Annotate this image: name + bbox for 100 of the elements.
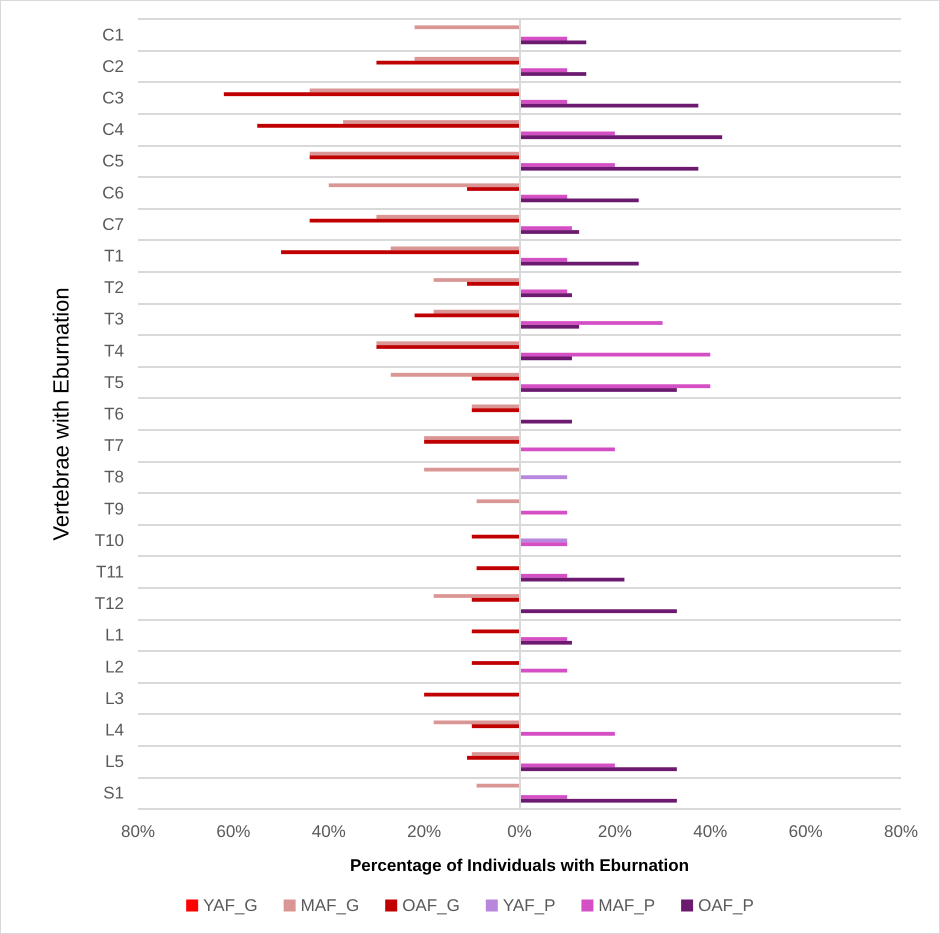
bar [414,314,520,318]
bar [434,310,520,314]
bar [472,376,520,381]
y-tick-label: T5 [104,372,124,392]
bar [520,388,677,392]
y-tick-label: T1 [104,246,124,266]
bar [467,756,520,760]
bar [520,166,698,171]
bar [414,56,520,61]
legend-label: YAF_G [203,896,258,915]
x-tick-label: 80% [884,822,918,841]
bar [520,293,572,298]
legend-label: OAF_P [698,896,754,915]
x-tick-label: 80% [120,822,156,841]
y-tick-label: C6 [102,183,124,202]
bar [257,124,520,128]
y-axis-title: Vertebrae with Eburnation [48,287,74,541]
bar [520,637,568,641]
bar [472,630,520,634]
bar [434,720,520,724]
bar [310,88,520,92]
bar [310,152,520,156]
bar [520,36,568,40]
x-tick-label: 40% [312,822,346,841]
x-tick-label: 40% [693,822,728,841]
y-tick-label: L4 [105,720,124,740]
y-tick-label: L5 [105,752,124,772]
bar [224,92,520,96]
bar [520,767,677,772]
bar [520,72,586,76]
bar [520,198,639,202]
bar [343,120,520,124]
y-tick-label: T11 [96,562,124,582]
y-tick-label: T6 [104,404,124,424]
y-tick-label: T10 [94,530,124,550]
bar [520,40,586,44]
bar [328,183,520,188]
bar [472,534,520,539]
bar [472,661,520,665]
bar [424,436,520,440]
bar [414,25,520,30]
bar [520,732,615,736]
bar [520,668,568,672]
y-tick-label: C1 [102,25,124,44]
bar [476,566,520,570]
x-tick-label: 0% [507,822,532,841]
x-tick-label: 20% [407,822,442,841]
y-tick-label: C3 [102,88,124,108]
legend-label: OAF_G [402,896,460,915]
y-tick-label: T7 [104,436,124,456]
bar [520,163,615,167]
bar [434,278,520,282]
x-axis-title: Percentage of Individuals with Eburnation [350,856,690,875]
bar [520,226,572,230]
bar [376,341,520,346]
bar [472,724,520,728]
y-tick-label: L3 [105,688,124,708]
bar [520,640,572,645]
bar [310,218,520,223]
bar [472,404,520,408]
bar [424,692,520,697]
bar [376,214,520,219]
bar [520,609,677,614]
bar [520,321,663,325]
bar [520,420,572,424]
bar [476,499,520,504]
bar [472,752,520,756]
legend-label: MAF_G [300,896,360,915]
y-tick-label: T9 [104,499,124,518]
bar [520,230,580,234]
y-tick-label: C4 [102,120,124,140]
bar [520,384,710,388]
y-tick-label: T3 [104,310,124,329]
bar [520,795,568,799]
bar [390,246,520,250]
bar [376,345,520,349]
y-tick-label: T12 [94,594,124,614]
bar [424,440,520,444]
bar [467,187,520,191]
bar [310,156,520,160]
bar [520,262,639,266]
bar [520,194,568,198]
bar [520,131,615,136]
bar [520,798,677,803]
bar [520,578,624,582]
bar [520,510,568,514]
legend-label: MAF_P [598,896,656,915]
y-tick-label: L1 [105,626,124,645]
bar [520,352,710,356]
y-tick-label: T4 [104,341,124,360]
bar [476,784,520,788]
x-tick-label: 60% [216,822,250,841]
y-tick-label: T2 [104,278,124,298]
bar [390,372,520,377]
bar [520,356,572,360]
bar [424,468,520,472]
bar [281,250,520,254]
bar [467,282,520,286]
x-tick-label: 60% [788,822,823,841]
bar [472,598,520,602]
